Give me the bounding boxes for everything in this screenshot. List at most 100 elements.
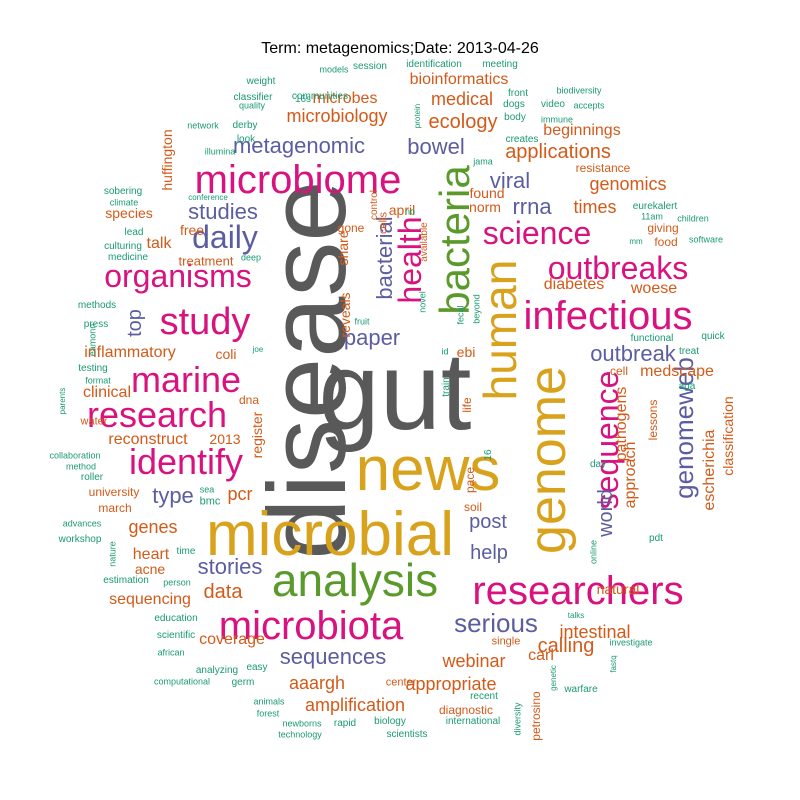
word-2013: 2013 (209, 431, 241, 447)
word-news: news (355, 435, 501, 504)
word-no: no (404, 206, 416, 217)
word-bioinformatics: bioinformatics (409, 71, 509, 88)
word-giving: giving (647, 221, 679, 235)
word-time: time (176, 546, 196, 557)
word-research: research (86, 394, 228, 435)
word-analyzing: analyzing (195, 665, 239, 676)
word-scientists: scientists (386, 729, 428, 740)
word-calling: calling (537, 635, 595, 657)
word-deep: deep (240, 252, 262, 263)
word-software: software (688, 234, 724, 245)
word-scientific: scientific (156, 630, 196, 641)
word-outbreak: outbreak (590, 341, 676, 366)
word-researchers: researchers (472, 569, 684, 613)
word-press: press (83, 319, 109, 330)
word-dna: dna (238, 393, 260, 407)
word-approach: approach (622, 441, 639, 509)
word-top: top (124, 309, 146, 337)
word-genome: genome (519, 366, 577, 554)
word-methods: methods (77, 300, 117, 311)
word-parents: parents (58, 387, 67, 415)
word-register: register (249, 411, 265, 459)
word-times: times (573, 197, 617, 217)
word-functional: functional (630, 333, 674, 344)
word-heart: heart (132, 546, 170, 563)
word-sobering: sobering (103, 186, 143, 197)
word-format: format (85, 375, 111, 386)
word-center: center (385, 676, 417, 689)
word-outbreaks: outbreaks (547, 250, 689, 286)
word-genes: genes (128, 517, 178, 537)
word-train: train (441, 377, 452, 397)
word-jama: jama (473, 156, 493, 167)
word-studies: studies (188, 199, 258, 224)
word-models: models (319, 64, 349, 75)
word-diagnostic: diagnostic (438, 703, 494, 717)
word-classifier: classifier (233, 92, 273, 103)
word-talks: talks (567, 611, 585, 620)
word-international: international (445, 716, 501, 727)
word-microbial: microbial (205, 500, 455, 569)
word-medscape: medscape (640, 363, 714, 380)
word-acne: acne (134, 561, 166, 577)
word-available: available (419, 222, 430, 262)
word-front: front (507, 88, 529, 99)
word-rrna: rrna (512, 194, 552, 219)
word-carl: carl (528, 647, 554, 664)
word-rapid: rapid (333, 718, 357, 729)
word-quality: quality (238, 100, 266, 111)
word-lead: lead (124, 227, 144, 238)
word-eurekalert: eurekalert (632, 201, 678, 212)
word-species: species (105, 205, 153, 221)
word-intestinal: intestinal (559, 622, 631, 642)
word-body: body (504, 112, 526, 123)
word-daily: daily (192, 219, 258, 255)
word-medicine: medicine (107, 252, 149, 263)
word-free: free (179, 222, 205, 238)
word-beginnings: beginnings (543, 122, 621, 139)
word-appropriate: appropriate (405, 674, 497, 694)
word-quick: quick (701, 331, 725, 342)
word-treatment: treatment (178, 253, 234, 269)
word-novel: novel (417, 291, 428, 313)
word-ecology: ecology (428, 111, 498, 133)
word-amplification: amplification (304, 695, 406, 715)
word-coli: coli (215, 346, 237, 362)
word-climate: climate (109, 197, 139, 208)
word-analysis: analysis (271, 554, 439, 606)
word-norm: norm (469, 199, 501, 215)
chart-title: Term: metagenomics;Date: 2013-04-26 (261, 40, 539, 57)
word-genomics: genomics (589, 174, 667, 194)
word-type: type (152, 483, 194, 508)
word-woese: woese (630, 280, 678, 297)
word-cell: cell (609, 364, 629, 378)
word-biology: biology (374, 716, 406, 727)
word-16s: 16s (294, 94, 312, 105)
word-creates: creates (505, 134, 539, 145)
word-classification: classification (720, 396, 736, 476)
word-mm: mm (629, 237, 643, 246)
word-workshop: workshop (58, 534, 102, 545)
word-newborns: newborns (282, 718, 322, 729)
word-lessons: lessons (646, 399, 660, 441)
word-viral: viral (489, 168, 531, 193)
word-easy: easy (246, 662, 268, 673)
word-april: april (388, 202, 416, 218)
word-university: university (88, 485, 140, 499)
word-fecal: fecal (455, 305, 466, 325)
word-education: education (154, 613, 198, 624)
word-food: food (654, 235, 678, 249)
word-identify: identify (128, 441, 244, 482)
word-talk: talk (146, 235, 172, 252)
word-derby: derby (232, 120, 258, 131)
word-computational: computational (153, 676, 211, 687)
word-dogs: dogs (503, 99, 525, 110)
word-serious: serious (454, 608, 538, 638)
word-warfare: warfare (564, 684, 598, 695)
word-nature: nature (107, 541, 118, 567)
word-method: method (65, 461, 97, 472)
word-joe: joe (252, 345, 264, 354)
word-african: african (157, 647, 185, 658)
word-inflammatory: inflammatory (84, 344, 176, 361)
word-biodiversity: biodiversity (556, 85, 602, 96)
